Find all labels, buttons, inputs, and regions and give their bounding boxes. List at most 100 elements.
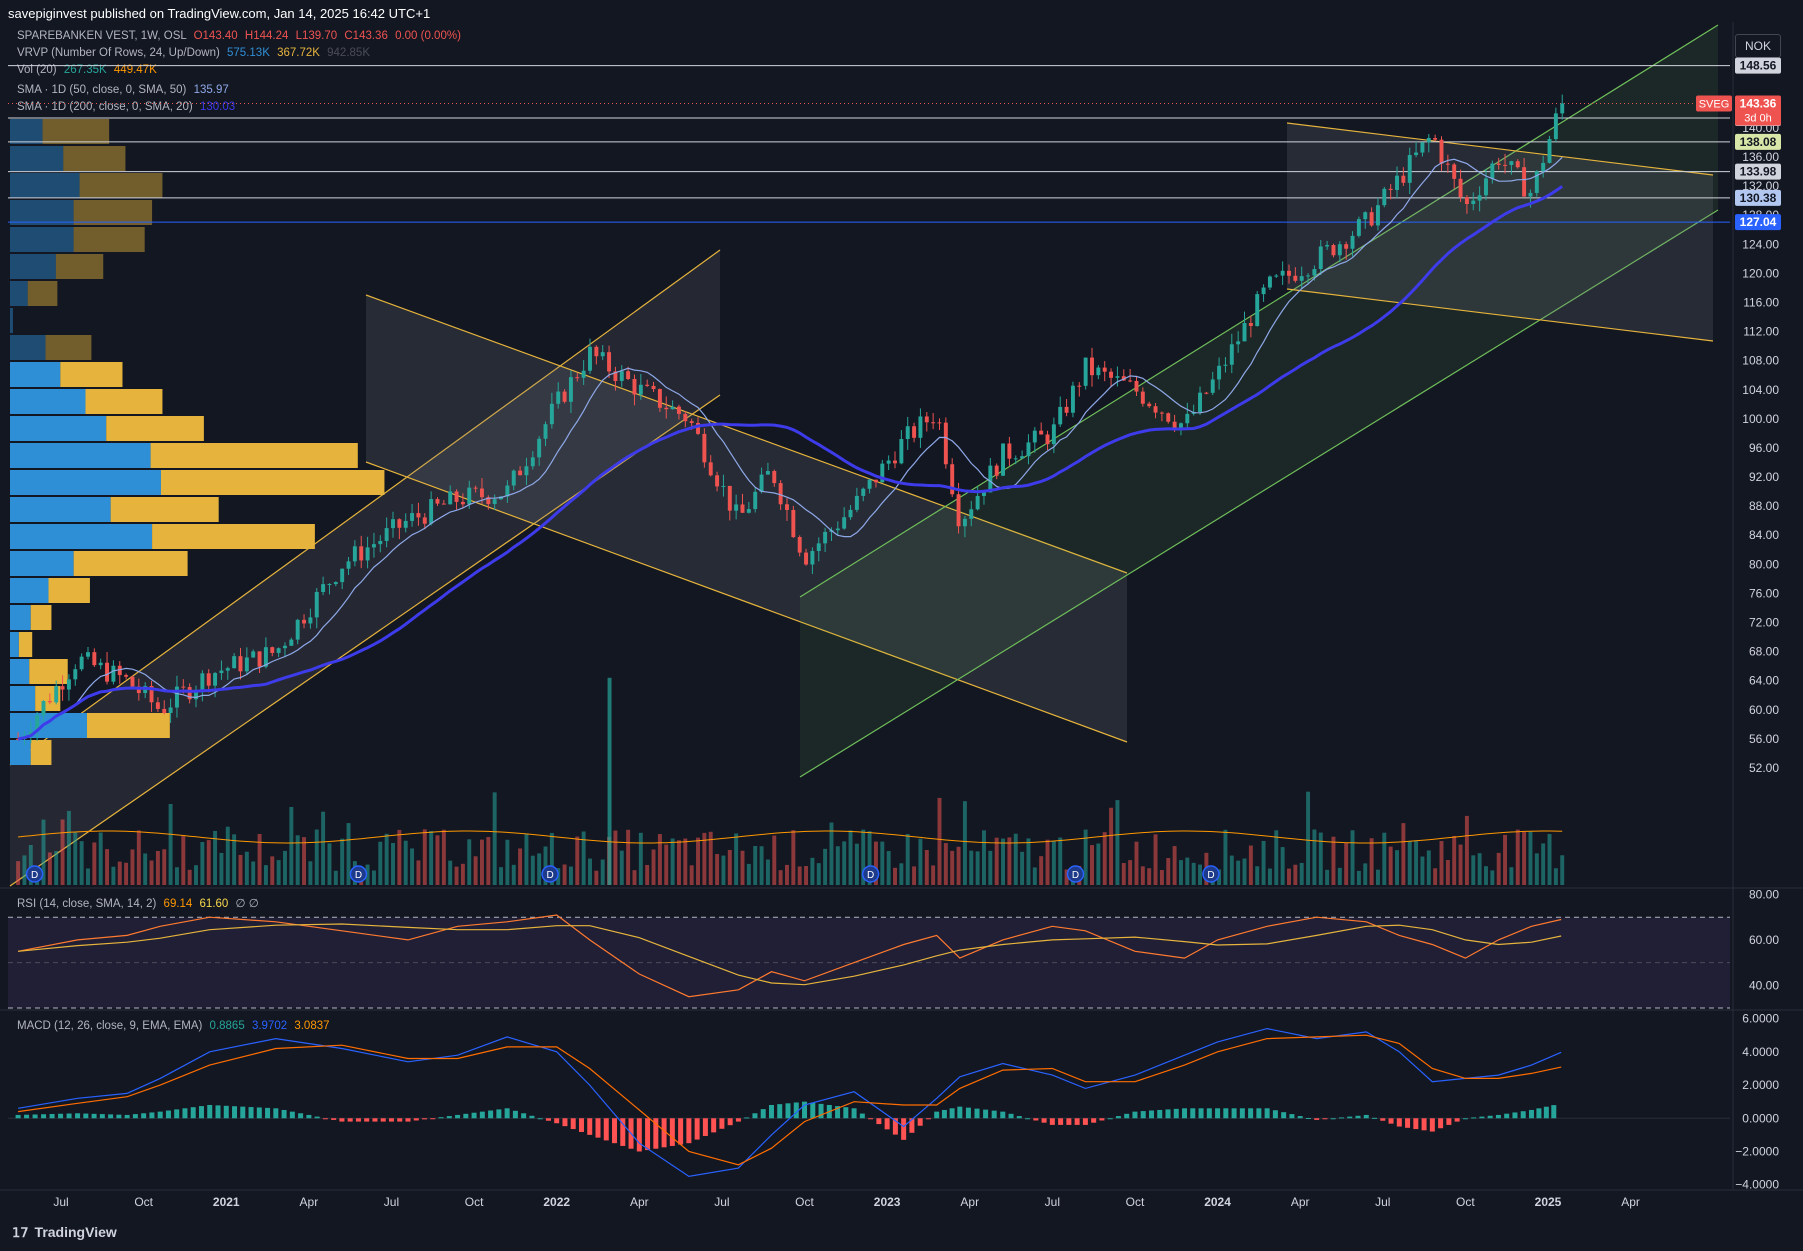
- vrvp-bar-up: [10, 362, 61, 387]
- candle-body: [607, 352, 612, 372]
- time-tick-label: Apr: [300, 1195, 319, 1209]
- macd-histogram-bar: [545, 1118, 551, 1121]
- volume-bar: [873, 841, 878, 885]
- volume-bar: [1172, 846, 1177, 885]
- volume-bar: [1509, 867, 1514, 885]
- macd-histogram-bar: [1115, 1116, 1121, 1119]
- volume-bar: [1159, 870, 1164, 885]
- macd-histogram-bar: [521, 1113, 527, 1119]
- macd-histogram-bar: [331, 1118, 337, 1120]
- vrvp-bar-up: [10, 497, 111, 522]
- volume-bar: [1420, 856, 1425, 885]
- level-price-label-bg: [1735, 189, 1781, 206]
- macd-histogram-bar: [99, 1114, 105, 1119]
- time-tick-label: Oct: [1456, 1195, 1475, 1209]
- vrvp-bar-down: [27, 281, 58, 306]
- volume-bar: [772, 835, 777, 885]
- macd-histogram-bar: [1421, 1118, 1427, 1131]
- vrvp-bar-down: [48, 578, 90, 603]
- volume-bar: [41, 819, 46, 885]
- candle-body: [486, 497, 491, 505]
- macd-histogram-bar: [768, 1104, 774, 1119]
- candle-body: [835, 528, 840, 531]
- macd-histogram-bar: [289, 1111, 295, 1119]
- legend-sma50-row: SMA · 1D (50, close, 0, SMA, 50) 135.97: [17, 84, 229, 96]
- candle-body: [352, 546, 357, 562]
- volume-bar: [327, 843, 332, 885]
- volume-bar: [785, 864, 789, 885]
- candle-body: [1515, 161, 1520, 168]
- time-tick-label: Jul: [1045, 1195, 1060, 1209]
- symbol-badge-label: SVEG: [1699, 98, 1730, 110]
- volume-bar: [505, 839, 510, 885]
- legend-rsi-v1: 69.14: [163, 898, 193, 910]
- candle-body: [772, 471, 777, 484]
- volume-bar: [861, 829, 866, 885]
- macd-histogram-bar: [1520, 1111, 1526, 1119]
- volume-bar: [854, 843, 859, 885]
- macd-histogram-bar: [752, 1113, 758, 1119]
- macd-histogram-bar: [15, 1114, 21, 1119]
- candle-body: [1261, 287, 1266, 295]
- candle-body: [543, 424, 548, 439]
- candle-body: [1064, 406, 1069, 413]
- candle-body: [200, 673, 205, 691]
- vrvp-bar-up: [10, 389, 86, 414]
- candle-body: [1541, 162, 1546, 172]
- volume-bar: [1388, 846, 1393, 885]
- macd-histogram-bar: [1231, 1108, 1237, 1119]
- candle-body: [1013, 458, 1018, 460]
- candle-body: [613, 371, 618, 381]
- volume-bar: [1255, 866, 1260, 885]
- volume-bar: [1395, 850, 1399, 885]
- candle-body: [1070, 385, 1075, 413]
- green-uptrend-channel-edge: [799, 209, 1719, 778]
- vrvp-bar-up: [10, 308, 13, 333]
- falling-channel-2022: [366, 295, 1127, 742]
- candle-body: [295, 619, 300, 640]
- candle-body: [1115, 376, 1120, 378]
- currency-button[interactable]: NOK: [1735, 34, 1781, 58]
- volume-bar: [765, 859, 770, 885]
- volume-bar: [333, 870, 338, 885]
- candle-body: [1325, 245, 1330, 247]
- candle-body: [518, 470, 523, 476]
- macd-histogram-bar: [835, 1106, 841, 1119]
- macd-histogram-bar: [58, 1113, 64, 1119]
- volume-bar: [73, 832, 78, 885]
- candle-body: [333, 582, 338, 585]
- volume-bar: [92, 842, 97, 885]
- candle-body: [1471, 200, 1476, 205]
- macd-histogram-bar: [207, 1104, 213, 1119]
- macd-histogram-bar: [1082, 1118, 1088, 1125]
- candle-body: [1528, 192, 1533, 197]
- volume-bar: [124, 862, 129, 885]
- macd-histogram-bar: [1355, 1115, 1361, 1119]
- volume-bar: [886, 851, 891, 885]
- candle-body: [225, 668, 230, 671]
- volume-bar: [397, 829, 402, 885]
- volume-bar: [54, 851, 59, 885]
- macd-histogram-bar: [422, 1118, 428, 1120]
- candle-body: [206, 673, 211, 686]
- candle-body: [181, 686, 186, 688]
- volume-bar: [918, 838, 923, 885]
- vrvp-bar-down: [60, 362, 123, 387]
- candle-body: [1350, 235, 1355, 249]
- candle-body: [251, 651, 256, 658]
- candle-body: [1509, 161, 1514, 165]
- volume-bar: [1375, 869, 1380, 885]
- volume-bar: [1039, 856, 1044, 885]
- macd-histogram-bar: [124, 1114, 130, 1119]
- volume-bar: [1325, 869, 1330, 885]
- macd-histogram-bar: [1033, 1118, 1039, 1121]
- candle-body: [308, 617, 313, 624]
- candle-body: [727, 485, 732, 511]
- candle-body: [1299, 276, 1304, 281]
- vrvp-bar-up: [10, 470, 161, 495]
- volume-bar: [613, 830, 618, 885]
- price-tick-label: 104.00: [1742, 383, 1779, 397]
- macd-histogram-bar: [1016, 1116, 1022, 1119]
- volume-bar: [213, 830, 218, 885]
